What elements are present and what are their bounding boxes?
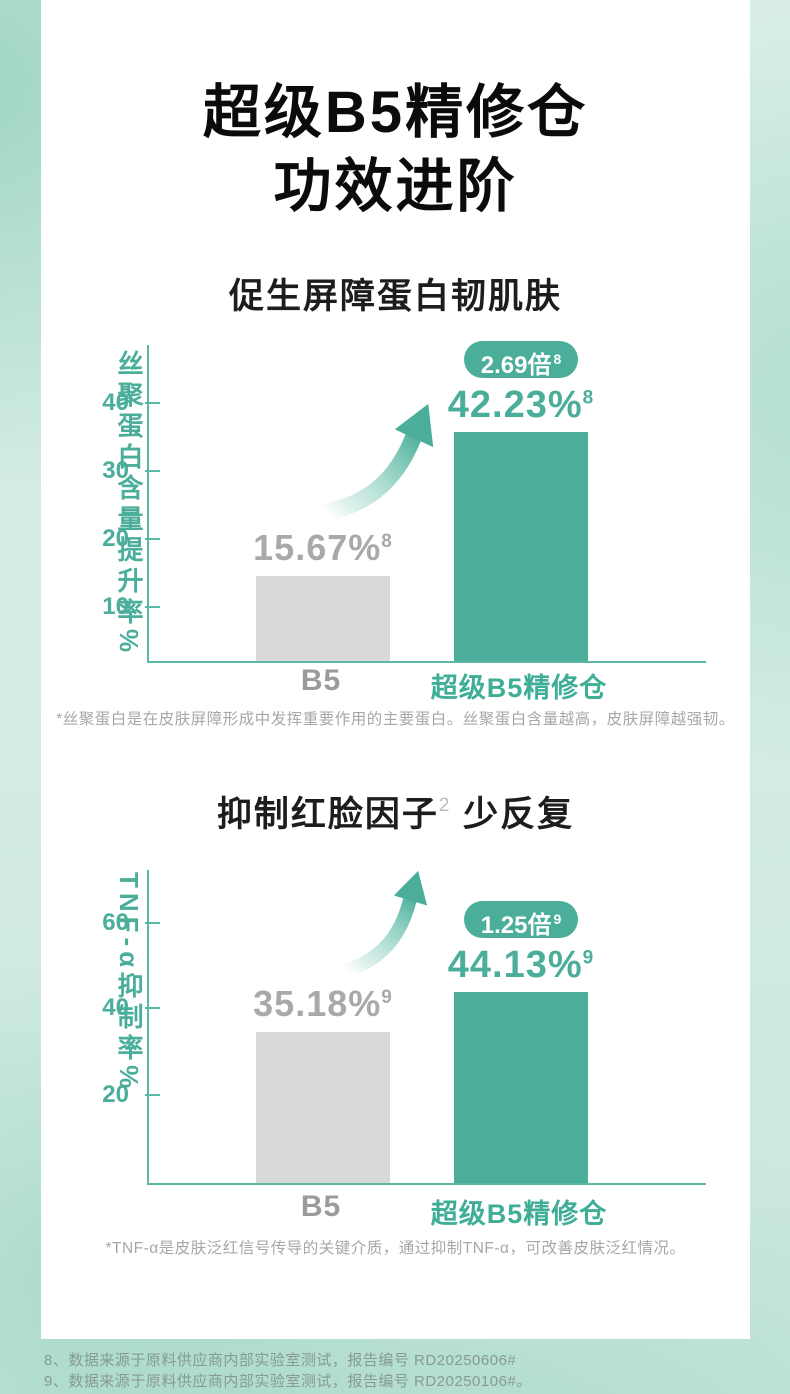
bar-b5 xyxy=(256,576,390,661)
multiplier-badge-tnf-sup: 9 xyxy=(553,911,562,927)
bar-value-b5-sup: 8 xyxy=(381,531,393,552)
bar-group-super-b5: 2.69倍 8 42.23%8 xyxy=(448,341,593,661)
y-axis-label-filaggrin: 丝聚蛋白含量提升率% xyxy=(114,350,144,658)
x-label-b5-tnf: B5 xyxy=(300,1190,342,1223)
multiplier-badge-text: 2.69倍 xyxy=(480,352,552,379)
chart-footnote-filaggrin: *丝聚蛋白是在皮肤屏障形成中发挥重要作用的主要蛋白。丝聚蛋白含量越高，皮肤屏障越… xyxy=(56,711,735,728)
y-tick-label: 30 xyxy=(102,457,129,484)
bar-value-super-b5-sup: 8 xyxy=(582,387,595,409)
y-tick-mark xyxy=(145,1094,160,1096)
y-tick-mark xyxy=(145,402,160,404)
bar-value-super-b5-tnf-text: 44.13% xyxy=(447,944,583,986)
x-label-super-b5-filaggrin: 超级B5精修仓 xyxy=(430,673,608,703)
y-tick-label: 40 xyxy=(102,389,129,416)
bar-value-b5-tnf-sup: 9 xyxy=(381,987,393,1008)
section-title-barrier: 促生屏障蛋白韧肌肤 xyxy=(41,268,750,319)
bar-value-b5-text: 15.67% xyxy=(253,527,382,568)
chart-footnote-tnf: *TNF-α是皮肤泛红信号传导的关键介质，通过抑制TNF-α，可改善皮肤泛红情况… xyxy=(105,1240,686,1257)
bar-chart-filaggrin: 10 20 30 40 15.67%8 2.69倍 8 42.23%8 xyxy=(102,341,706,663)
x-label-b5-filaggrin: B5 xyxy=(300,664,342,697)
multiplier-badge-filaggrin: 2.69倍 8 xyxy=(463,341,579,379)
x-label-super-b5-tnf: 超级B5精修仓 xyxy=(430,1199,608,1229)
growth-arrow-icon xyxy=(338,870,428,978)
page-title-line2: 功效进阶 xyxy=(273,154,518,219)
bar-value-b5-tnf-text: 35.18% xyxy=(253,983,382,1024)
y-tick-mark xyxy=(145,606,160,608)
data-source-note-8: 8、数据来源于原料供应商内部实验室测试，报告编号 RD20250606# xyxy=(44,1352,517,1369)
bar-value-super-b5-text: 42.23% xyxy=(447,384,583,426)
y-tick-label: 20 xyxy=(102,1081,129,1108)
bar-group-super-b5-tnf: 1.25倍 9 44.13%9 xyxy=(448,901,593,1183)
y-tick-mark xyxy=(145,538,160,540)
y-tick-mark xyxy=(145,922,160,924)
y-ticks-filaggrin: 10 20 30 40 xyxy=(102,345,706,661)
section-title-redness: 抑制红脸因子2 少反复 xyxy=(41,786,750,837)
multiplier-badge-tnf-text: 1.25倍 xyxy=(480,912,552,939)
bar-value-super-b5-tnf-sup: 9 xyxy=(582,947,595,969)
data-source-notes: 8、数据来源于原料供应商内部实验室测试，报告编号 RD20250606# 9、数… xyxy=(44,1350,532,1392)
section-title-redness-text: 抑制红脸因子 xyxy=(216,795,439,834)
bar-b5-tnf xyxy=(256,1032,390,1183)
page-title-line1: 超级B5精修仓 xyxy=(202,80,589,145)
y-tick-label: 40 xyxy=(102,994,129,1021)
bar-value-super-b5: 42.23%8 xyxy=(448,384,594,427)
bar-super-b5 xyxy=(454,432,588,661)
bar-chart-tnf: 20 40 60 35.18%9 1.25倍 9 44.13%9 xyxy=(102,870,706,1185)
y-ticks-tnf: 20 40 60 xyxy=(102,870,706,1183)
bar-value-b5-tnf: 35.18%9 xyxy=(253,983,393,1025)
y-tick-mark xyxy=(145,470,160,472)
multiplier-badge-tnf: 1.25倍 9 xyxy=(463,901,579,939)
section-title-barrier-text: 促生屏障蛋白韧肌肤 xyxy=(228,277,562,316)
section-title-redness-sup: 2 xyxy=(438,795,452,816)
bar-group-b5: 15.67%8 xyxy=(253,527,393,661)
data-source-note-9: 9、数据来源于原料供应商内部实验室测试，报告编号 RD20250106#。 xyxy=(44,1373,532,1390)
y-axis-label-tnf: TNF-α抑制率% xyxy=(114,872,144,1094)
growth-arrow-icon xyxy=(316,403,434,520)
bar-value-b5: 15.67%8 xyxy=(253,527,393,569)
multiplier-badge-sup: 8 xyxy=(553,351,562,367)
bar-super-b5-tnf xyxy=(454,992,588,1183)
y-tick-label: 20 xyxy=(102,525,129,552)
bar-group-b5-tnf: 35.18%9 xyxy=(253,983,393,1183)
bar-value-super-b5-tnf: 44.13%9 xyxy=(448,944,594,987)
page-title: 超级B5精修仓 功效进阶 xyxy=(41,76,750,224)
section-title-redness-rest: 少反复 xyxy=(451,795,575,834)
y-tick-label: 10 xyxy=(102,593,129,620)
content-card: 超级B5精修仓 功效进阶 促生屏障蛋白韧肌肤 丝聚蛋白含量提升率% 10 20 30… xyxy=(41,0,750,1339)
y-tick-mark xyxy=(145,1007,160,1009)
y-tick-label: 60 xyxy=(102,909,129,936)
